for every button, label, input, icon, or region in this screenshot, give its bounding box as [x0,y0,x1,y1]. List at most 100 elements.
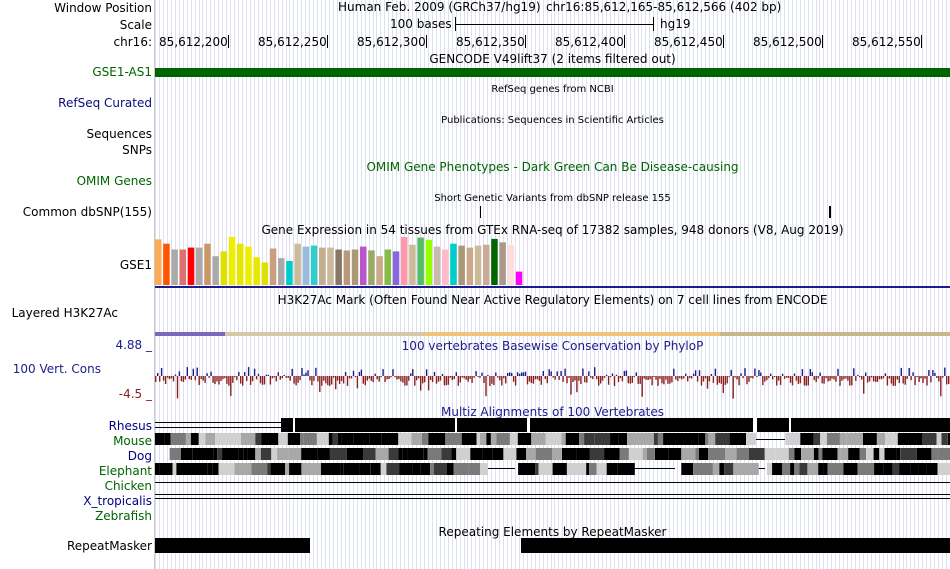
conservation-bar [627,376,629,384]
gtex-tissue-bar [286,261,293,285]
conservation-bar [754,368,756,376]
track-area[interactable]: Human Feb. 2009 (GRCh37/hg19) chr16:85,6… [155,0,950,569]
conservation-bar [325,376,327,384]
conservation-bar [655,376,657,380]
label-gencode-item[interactable]: GSE1-AS1 [92,65,152,79]
multiz-block [916,448,925,460]
conservation-bar [787,376,790,378]
conservation-bar [681,376,683,380]
ruler-position-label: 85,612,450 [654,35,723,49]
conservation-bar [914,376,916,386]
conservation-bar [358,371,361,376]
conservation-bar [738,376,740,386]
label-dbsnp[interactable]: Common dbSNP(155) [22,205,152,219]
multiz-block [399,463,413,475]
h3k27ac-signal[interactable] [155,329,950,337]
multiz-block [742,463,759,475]
multiz-block [251,463,268,475]
multiz-block [492,448,504,460]
conservation-bar [356,376,359,389]
snp-feature[interactable] [829,206,831,218]
species-label-zebrafish[interactable]: Zebrafish [95,509,152,523]
conservation-bar [433,371,436,376]
label-repeatmasker[interactable]: RepeatMasker [66,539,152,553]
multiz-block [222,448,239,460]
conservation-bar [386,376,388,380]
multiz-block [332,433,338,445]
multiz-block [212,463,219,475]
label-divider [154,0,155,569]
conservation-bar [473,376,475,378]
multiz-block [748,448,765,460]
gtex-tissue-bar [187,247,195,285]
conservation-bar [657,376,659,386]
gencode-feature-gse1-as1[interactable] [155,68,950,77]
conservation-bar [516,372,519,376]
label-refseq[interactable]: RefSeq Curated [58,96,152,110]
conservation-bar [471,376,473,383]
repeat-element[interactable] [155,538,310,553]
multiz-block [535,463,539,475]
multiz-block [892,463,900,475]
multiz-block [427,448,442,460]
conservation-bar [208,376,210,378]
conservation-bar [216,376,218,382]
multiz-block [813,433,821,445]
species-label-rhesus[interactable]: Rhesus [108,419,152,433]
multiz-block [447,463,454,475]
conservation-bar [776,376,778,386]
conservation-bar [689,376,691,378]
multiz-block [552,448,562,460]
conservation-bar [704,376,707,379]
label-cons[interactable]: 100 Vert. Cons [12,362,101,376]
multiz-block [260,448,272,460]
gtex-baseline [155,286,950,288]
conservation-bar [833,376,835,380]
label-omim[interactable]: OMIM Genes [76,174,152,188]
species-label-dog[interactable]: Dog [127,449,152,463]
ruler-tick [921,35,922,48]
multiz-block [525,463,536,475]
multiz-alignment-rows[interactable] [155,418,950,523]
multiz-block [698,433,706,445]
species-label-mouse[interactable]: Mouse [113,434,152,448]
conservation-bar [425,369,428,376]
label-h3k27ac[interactable]: Layered H3K27Ac [11,306,118,320]
conservation-bar [269,376,272,385]
multiz-block [911,433,922,445]
gtex-expression-bars[interactable] [155,237,950,289]
multiz-block [885,433,892,445]
conservation-bar [847,376,849,381]
conservation-bar [760,372,762,376]
conservation-bar [457,376,459,386]
conservation-bar [212,376,214,383]
gtex-tissue-bar [384,249,392,285]
conservation-bar [333,376,335,378]
species-label-elephant[interactable]: Elephant [98,464,152,478]
species-label-x_tropicalis[interactable]: X_tropicalis [83,494,152,508]
species-label-chicken[interactable]: Chicken [104,479,152,493]
phylop-conservation-plot[interactable] [155,352,950,400]
multiz-block [922,433,937,445]
multiz-block [176,463,193,475]
gtex-tissue-bar [351,249,359,285]
conservation-bar [321,376,323,386]
multiz-block [281,418,950,432]
label-gse1[interactable]: GSE1 [119,258,152,272]
publications-track-title: Publications: Sequences in Scientific Ar… [441,115,664,126]
conservation-bar [295,376,297,386]
conservation-bar [742,376,744,379]
snp-feature[interactable] [480,206,481,218]
repeat-element[interactable] [521,538,950,553]
multiz-block [801,448,814,460]
conservation-bar [285,376,287,378]
conservation-bar [160,368,163,376]
conservation-bar [910,376,912,381]
conservation-bar [777,376,780,381]
label-sequences[interactable]: Sequences [86,127,152,141]
conservation-bar [673,368,675,376]
multiz-block [243,448,248,460]
label-snps[interactable]: SNPs [122,143,152,157]
conservation-bar [463,376,465,379]
